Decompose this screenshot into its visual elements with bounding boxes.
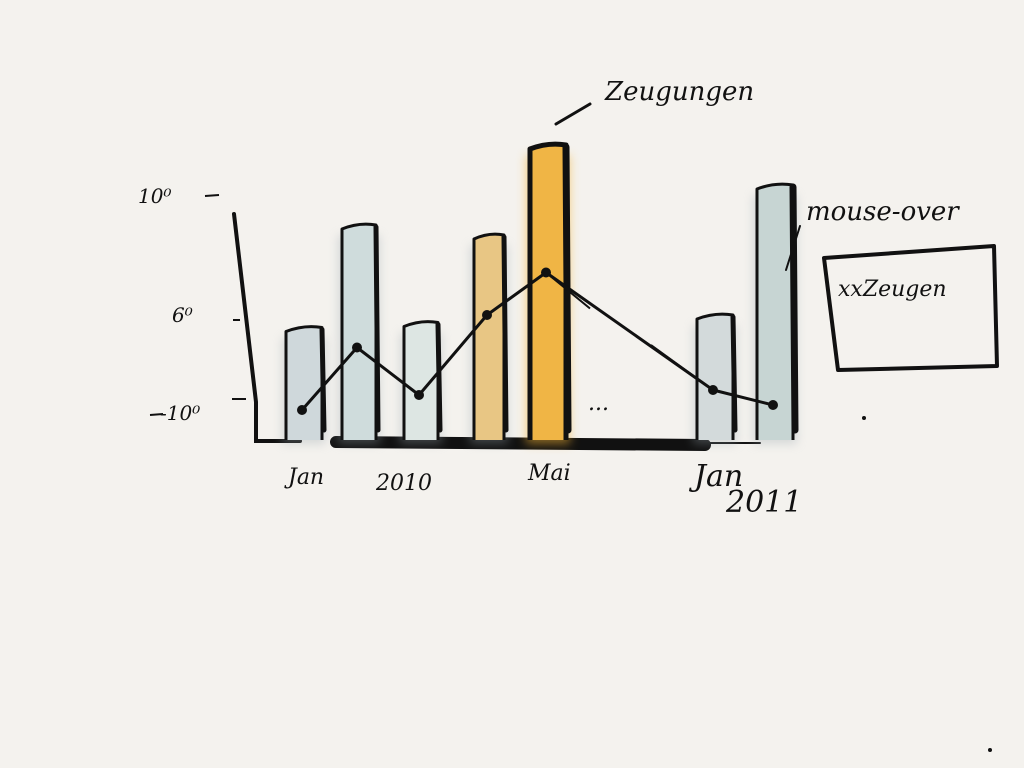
bar-edge — [789, 183, 799, 434]
stray-dot — [862, 416, 866, 420]
line-series-lead — [650, 344, 714, 391]
bar-edge — [373, 224, 381, 433]
bar-highlighted[interactable] — [530, 144, 566, 440]
tooltip-text: xxZeugen — [838, 277, 947, 302]
line-point[interactable] — [541, 267, 551, 278]
x-label-mai: Mai — [527, 461, 571, 486]
y-tick-label-bottom: -10⁰ — [160, 401, 200, 425]
x-label-jan: Jan — [284, 465, 324, 490]
stray-dot — [988, 748, 992, 752]
line-point[interactable] — [352, 342, 362, 353]
hover-label: mouse-over — [806, 197, 960, 227]
x-label-jan-2011: Jan — [688, 459, 743, 494]
line-series-group — [297, 267, 778, 415]
bar-edge — [501, 234, 509, 433]
bars-group — [282, 141, 799, 444]
y-tick-label-top: 10⁰ — [138, 184, 171, 208]
bar[interactable] — [697, 314, 733, 440]
y-tick-mark-bottom — [149, 413, 164, 416]
y-axis — [232, 212, 302, 443]
x-axis — [330, 436, 711, 451]
line-point[interactable] — [297, 405, 307, 415]
line-point[interactable] — [768, 400, 778, 410]
bar-edge — [435, 322, 443, 433]
bar[interactable] — [474, 234, 504, 440]
hover-callout-line — [785, 225, 801, 271]
y-tick-label-mid: 6⁰ — [172, 303, 193, 327]
line-point[interactable] — [708, 385, 718, 395]
x-label-2010: 2010 — [375, 471, 432, 496]
y-tick-mark-top — [204, 194, 220, 197]
bar[interactable] — [404, 321, 438, 440]
line-series-tail — [545, 271, 591, 310]
bar-edge — [319, 327, 327, 433]
line-point[interactable] — [414, 390, 424, 400]
highlight-callout-line — [554, 102, 592, 126]
bar[interactable] — [286, 326, 322, 440]
bar[interactable] — [757, 184, 793, 440]
x-label-ellipsis: ... — [588, 391, 609, 416]
x-label-year-2011: 2011 — [725, 485, 802, 520]
highlight-label: Zeugungen — [604, 77, 754, 107]
bar-edge — [730, 314, 738, 433]
line-point[interactable] — [482, 310, 492, 320]
tooltip-frame — [822, 244, 999, 372]
bar[interactable] — [342, 224, 376, 440]
tooltip: xxZeugen — [822, 244, 999, 372]
